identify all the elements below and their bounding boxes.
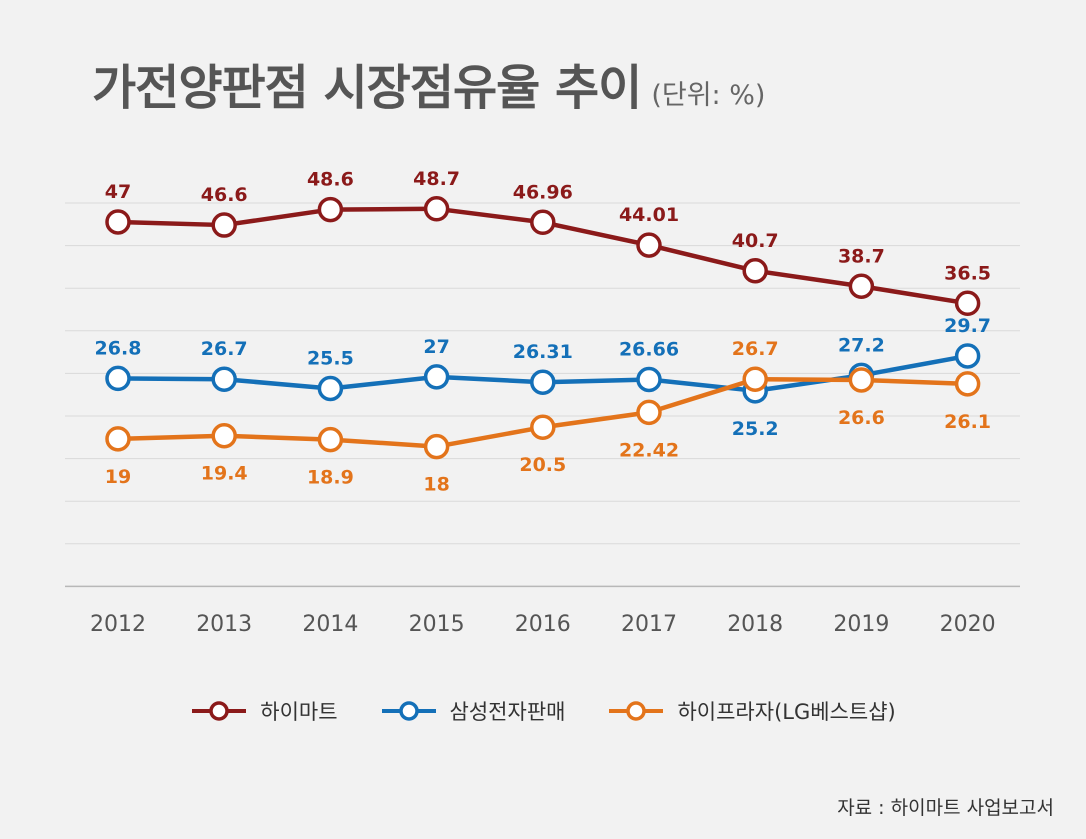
data-point: [211, 422, 237, 449]
data-point: [954, 343, 981, 369]
legend: 하이마트 삼성전자판매 하이프라자(LG베스트샵): [0, 696, 1086, 726]
data-label: 44.01: [619, 204, 679, 226]
data-label: 48.6: [307, 169, 354, 191]
data-point: [530, 369, 556, 395]
line-chart: 2012 2013 2014 2015 2016 2017 2018 2019 2020 47 4…: [65, 168, 1020, 637]
data-label: 26.31: [513, 341, 573, 363]
data-label: 18: [423, 474, 449, 496]
data-point: [636, 366, 662, 393]
data-label: 27: [423, 336, 449, 358]
data-label: 22.42: [619, 439, 679, 461]
data-label: 18.9: [307, 467, 354, 489]
chart-title-block: 가전양판점 시장점유율 추이 (단위: %): [92, 48, 765, 118]
data-point: [636, 232, 662, 258]
data-point: [848, 273, 875, 300]
data-label: 26.66: [619, 339, 679, 361]
legend-item-hiplaza: 하이프라자(LG베스트샵): [607, 696, 896, 726]
data-label: 20.5: [519, 454, 566, 476]
data-point: [636, 399, 662, 426]
x-tick-label: 2020: [940, 612, 996, 637]
x-axis-ticks: 2012 2013 2014 2015 2016 2017 2018 2019 2020: [90, 612, 996, 637]
data-point: [530, 209, 556, 236]
legend-label-samsung: 삼성전자판매: [449, 700, 566, 724]
data-point: [423, 364, 450, 390]
data-point: [530, 414, 556, 440]
legend-item-samsung: 삼성전자판매: [380, 696, 566, 726]
data-label: 36.5: [944, 262, 991, 284]
data-point: [211, 212, 237, 238]
x-tick-label: 2015: [409, 612, 465, 637]
legend-marker-himart: [192, 701, 247, 721]
data-point: [954, 290, 981, 317]
data-point: [211, 366, 237, 392]
data-label: 26.7: [201, 338, 248, 360]
data-point: [317, 375, 344, 402]
data-point: [848, 367, 875, 393]
data-point: [742, 366, 768, 392]
data-point: [105, 209, 131, 235]
data-point: [423, 433, 450, 460]
legend-label-hiplaza: 하이프라자(LG베스트샵): [677, 700, 896, 724]
data-label: 25.5: [307, 347, 354, 369]
data-label: 26.1: [944, 411, 991, 433]
data-point: [954, 371, 981, 397]
data-point: [742, 258, 768, 284]
data-label: 40.7: [732, 230, 779, 252]
x-tick-label: 2014: [302, 612, 358, 637]
data-label: 46.96: [513, 181, 573, 203]
data-label: 38.7: [838, 245, 885, 267]
data-label: 27.2: [838, 334, 885, 356]
source-note: 자료 : 하이마트 사업보고서: [837, 797, 1054, 819]
legend-item-himart: 하이마트: [190, 696, 338, 726]
data-label: 29.7: [944, 315, 991, 337]
series-0: [105, 196, 981, 317]
x-tick-label: 2012: [90, 612, 146, 637]
data-label: 47: [105, 181, 131, 203]
data-label: 46.6: [201, 184, 248, 206]
data-point: [423, 196, 450, 222]
legend-marker-hiplaza: [609, 701, 664, 721]
series-layer: [105, 196, 981, 460]
data-label: 26.7: [732, 338, 779, 360]
legend-label-himart: 하이마트: [260, 700, 338, 724]
x-tick-label: 2016: [515, 612, 571, 637]
data-label: 26.6: [838, 407, 885, 429]
x-tick-label: 2018: [727, 612, 783, 637]
data-point: [105, 365, 131, 392]
data-label: 19: [105, 466, 131, 488]
data-point: [105, 426, 131, 452]
series-2: [105, 366, 981, 460]
data-point: [317, 426, 344, 453]
legend-marker-samsung: [381, 701, 436, 721]
data-label: 25.2: [732, 418, 779, 440]
unit-label: (단위: %): [651, 80, 766, 111]
x-tick-label: 2019: [833, 612, 889, 637]
data-labels: 47 46.6 48.6 48.7 46.96 44.01 40.7 38.7 36.5 26.8…: [95, 168, 991, 496]
x-tick-label: 2017: [621, 612, 677, 637]
x-tick-label: 2013: [196, 612, 252, 637]
chart-title: 가전양판점 시장점유율 추이: [92, 60, 642, 116]
data-label: 26.8: [95, 337, 142, 359]
data-point: [317, 196, 344, 223]
data-label: 19.4: [201, 463, 248, 485]
data-label: 48.7: [413, 168, 460, 190]
